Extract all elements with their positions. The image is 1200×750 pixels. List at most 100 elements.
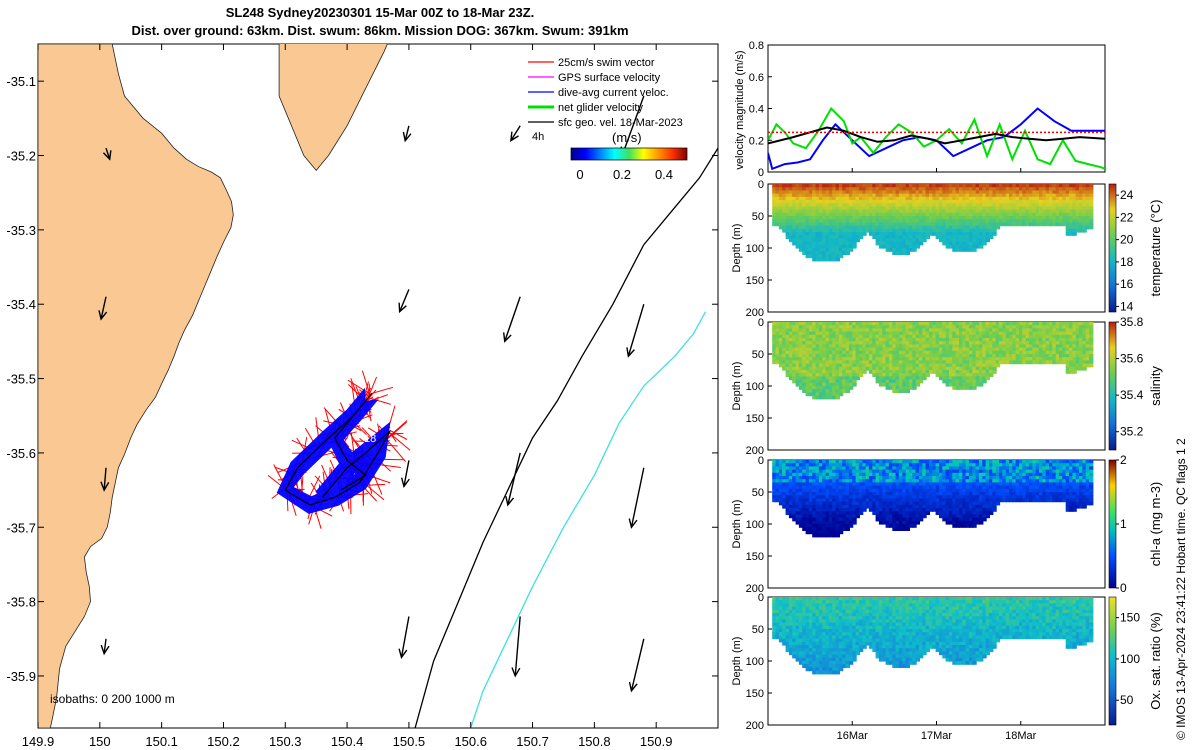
section-cell	[782, 485, 787, 490]
section-cell	[908, 200, 914, 204]
section-cell	[1075, 328, 1081, 333]
section-cell	[795, 331, 800, 336]
section-cell	[845, 222, 850, 227]
section-cell	[902, 360, 907, 365]
section-cell	[1039, 219, 1044, 223]
section-cell	[788, 366, 794, 371]
section-cell	[882, 350, 887, 355]
section-cell	[955, 347, 960, 352]
section-cell	[1029, 334, 1034, 339]
section-cell	[1055, 360, 1061, 365]
section-cell	[815, 219, 820, 223]
section-cell	[942, 203, 947, 207]
section-cell	[935, 338, 940, 342]
section-cell	[979, 209, 984, 214]
section-cell	[972, 334, 977, 339]
section-cell	[995, 225, 1001, 230]
section-cell	[902, 209, 907, 214]
section-cell	[825, 209, 830, 214]
section-cell	[832, 184, 837, 188]
section-cell	[838, 196, 844, 201]
section-cell	[918, 190, 924, 195]
section-cell	[939, 344, 944, 349]
section-cell	[812, 357, 817, 361]
section-cell	[795, 498, 800, 503]
section-cell	[835, 257, 840, 262]
section-cell	[832, 322, 837, 326]
section-cell	[842, 238, 847, 243]
section-cell	[778, 463, 784, 467]
section-cell	[1019, 203, 1024, 207]
section-cell	[788, 200, 794, 204]
section-cell	[962, 225, 967, 230]
section-cell	[848, 241, 854, 246]
section-cell	[898, 235, 904, 239]
section-cell	[828, 379, 834, 384]
section-cell	[925, 184, 930, 188]
section-cell	[929, 463, 934, 467]
section-cell	[1012, 212, 1017, 217]
section-cell	[949, 472, 954, 477]
section-cell	[972, 187, 977, 191]
section-cell	[868, 216, 874, 220]
section-cell	[862, 508, 867, 512]
section-cell	[955, 472, 960, 477]
section-cell	[835, 331, 840, 336]
section-cell	[788, 235, 794, 239]
section-cell	[865, 347, 870, 352]
section-cell	[815, 488, 820, 493]
section-cell	[955, 193, 960, 198]
section-cell	[872, 328, 877, 333]
section-cell	[935, 219, 940, 223]
section-cell	[795, 219, 800, 223]
section-cell	[1062, 193, 1067, 198]
section-cell	[855, 196, 860, 201]
section-cell	[969, 225, 974, 230]
section-cell	[805, 331, 810, 336]
section-cell	[852, 354, 857, 358]
section-cell	[808, 354, 814, 358]
section-cell	[802, 228, 807, 233]
section-cell	[1072, 184, 1077, 188]
section-cell	[812, 370, 817, 374]
section-cell	[939, 366, 944, 371]
section-cell	[818, 206, 824, 211]
section-cell	[892, 488, 897, 493]
section-cell	[852, 485, 857, 490]
section-cell	[798, 373, 804, 377]
section-cell	[912, 354, 917, 358]
section-cell	[962, 241, 967, 246]
section-cell	[992, 196, 997, 201]
section-cell	[915, 382, 920, 387]
section-cell	[892, 331, 897, 336]
section-cell	[969, 376, 974, 381]
section-cell	[822, 341, 827, 345]
colorbar-tick-label: 35.2	[1120, 425, 1144, 439]
section-cell	[852, 331, 857, 336]
section-cell	[885, 498, 890, 503]
section-cell	[1085, 338, 1091, 342]
section-cell	[915, 370, 920, 374]
section-cell	[1019, 196, 1024, 201]
section-cell	[855, 370, 860, 374]
section-cell	[912, 520, 917, 525]
section-cell	[852, 466, 857, 471]
section-cell	[832, 363, 837, 368]
section-cell	[788, 508, 794, 512]
section-cell	[832, 257, 837, 262]
section-cell	[812, 376, 817, 381]
section-cell	[952, 495, 957, 499]
section-cell	[798, 219, 804, 223]
section-cell	[885, 338, 890, 342]
section-cell	[969, 212, 974, 217]
section-cell	[999, 206, 1004, 211]
section-cell	[888, 376, 894, 381]
section-cell	[895, 527, 900, 531]
section-cell	[805, 517, 810, 522]
section-cell	[792, 325, 797, 329]
section-cell	[808, 328, 814, 333]
section-cell	[788, 232, 794, 236]
section-cell	[915, 357, 920, 361]
section-cell	[878, 206, 884, 211]
section-cell	[808, 392, 814, 397]
